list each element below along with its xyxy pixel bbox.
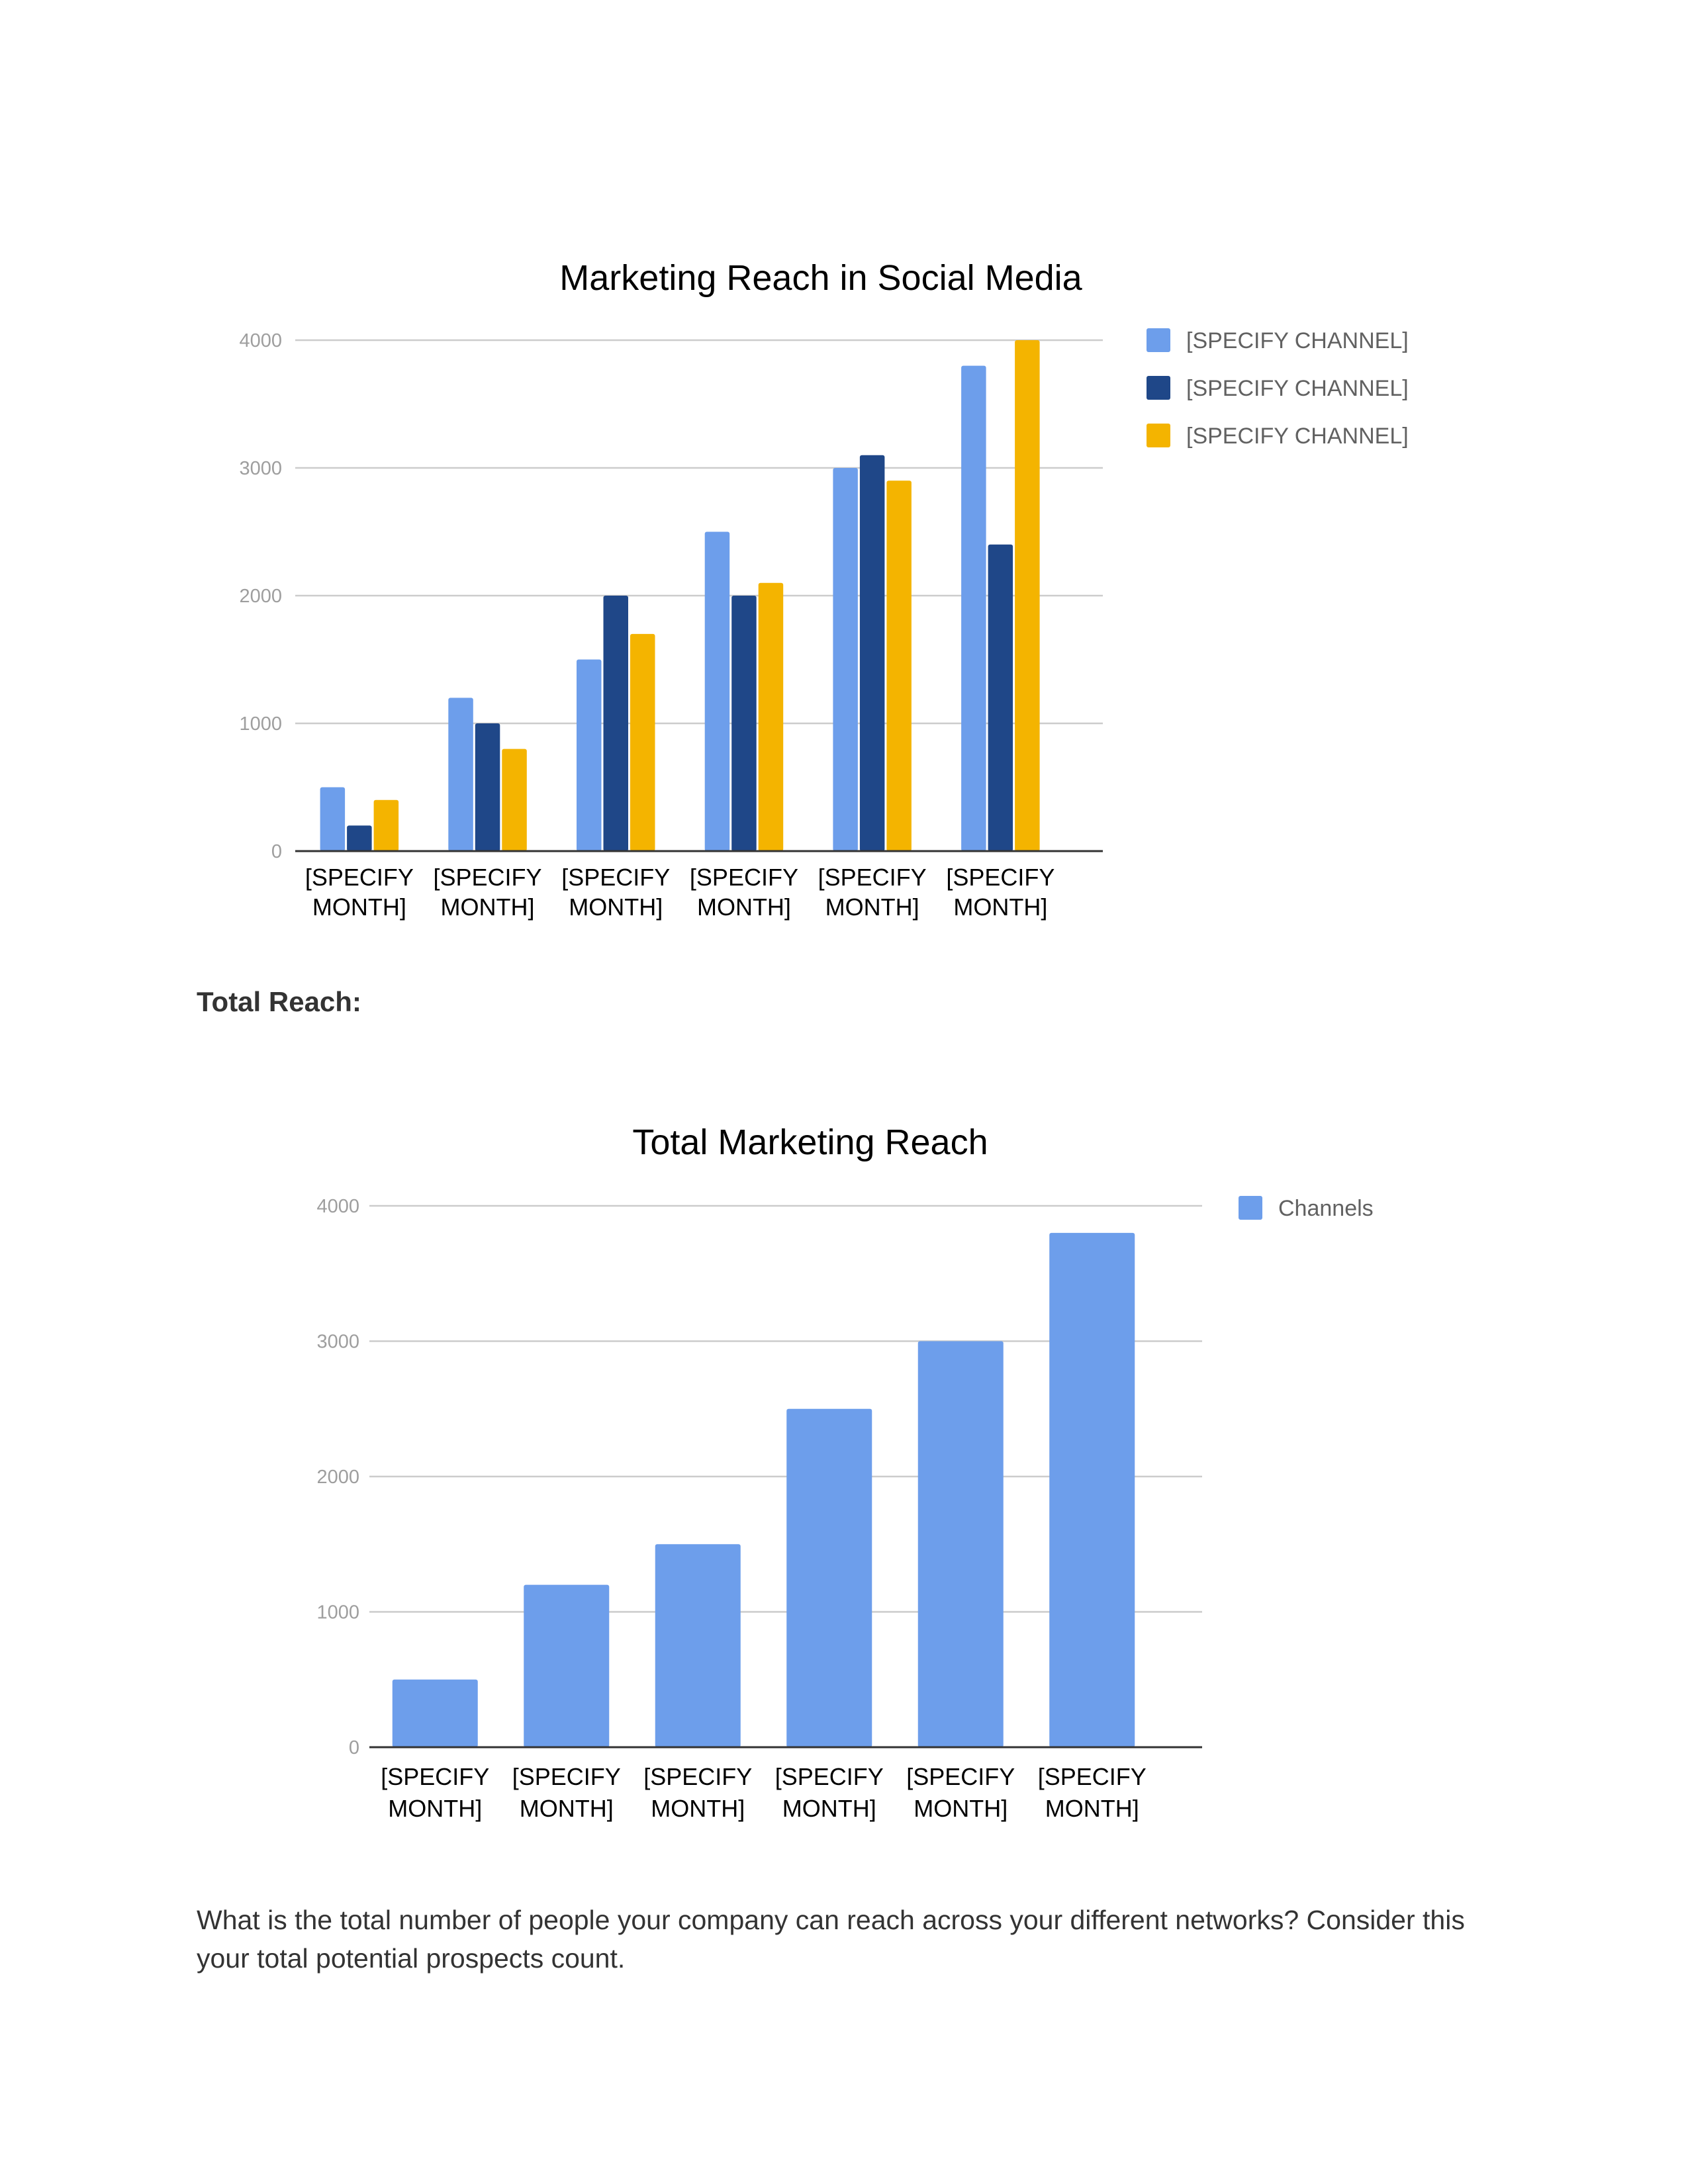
x-tick-label: MONTH]	[441, 893, 535, 921]
x-tick-label: MONTH]	[697, 893, 791, 921]
bar	[373, 799, 399, 851]
bar	[886, 480, 912, 851]
legend-label: Channels	[1278, 1196, 1374, 1221]
y-tick-label: 2000	[316, 1467, 359, 1488]
x-tick-label: MONTH]	[651, 1795, 745, 1822]
legend-swatch	[1147, 328, 1170, 352]
legend-label: [SPECIFY CHANNEL]	[1186, 328, 1409, 353]
bar	[577, 659, 602, 851]
x-tick-label: [SPECIFY	[906, 1763, 1015, 1790]
y-tick-label: 2000	[239, 586, 282, 607]
y-tick-label: 0	[349, 1737, 359, 1758]
chart-2: Total Marketing Reach 0 1000 2000 3000 4000 [S…	[316, 1122, 1373, 1822]
legend-swatch	[1147, 376, 1170, 400]
bar	[1049, 1232, 1135, 1747]
bar	[833, 468, 858, 851]
y-tick-label: 1000	[239, 713, 282, 735]
x-tick-label: MONTH]	[782, 1795, 876, 1822]
x-tick-label: [SPECIFY	[512, 1763, 621, 1790]
chart-title: Total Marketing Reach	[632, 1122, 988, 1162]
x-tick-label: MONTH]	[520, 1795, 614, 1822]
bar	[448, 698, 473, 851]
bar	[988, 544, 1013, 851]
bar	[961, 365, 986, 851]
x-tick-label: [SPECIFY	[434, 864, 542, 891]
legend-swatch	[1239, 1196, 1262, 1220]
bar	[524, 1584, 610, 1747]
x-tick-label: MONTH]	[312, 893, 406, 921]
legend-label: [SPECIFY CHANNEL]	[1186, 376, 1409, 401]
x-tick-label: MONTH]	[825, 893, 919, 921]
bar	[731, 596, 757, 851]
bar	[655, 1544, 741, 1747]
x-tick-label: [SPECIFY	[818, 864, 927, 891]
x-tick-label: MONTH]	[1045, 1795, 1139, 1822]
bar	[786, 1408, 872, 1747]
x-tick-label: [SPECIFY	[1038, 1763, 1147, 1790]
bar	[758, 582, 784, 851]
x-tick-label: [SPECIFY	[561, 864, 670, 891]
chart-1: Marketing Reach in Social Media 0 1000 2000…	[239, 258, 1408, 921]
bar	[630, 633, 655, 851]
y-tick-label: 4000	[239, 330, 282, 351]
x-tick-label: [SPECIFY	[305, 864, 414, 891]
y-tick-label: 1000	[316, 1602, 359, 1623]
x-tick-label: MONTH]	[388, 1795, 482, 1822]
x-tick-label: [SPECIFY	[690, 864, 798, 891]
bar	[917, 1341, 1004, 1747]
bar	[704, 531, 730, 851]
x-tick-label: [SPECIFY	[381, 1763, 489, 1790]
bar	[392, 1679, 478, 1747]
chart-title: Marketing Reach in Social Media	[559, 258, 1082, 298]
y-tick-label: 0	[271, 841, 282, 862]
y-tick-label: 3000	[239, 458, 282, 479]
x-tick-label: MONTH]	[569, 893, 663, 921]
bar	[1015, 340, 1040, 851]
y-tick-label: 3000	[316, 1332, 359, 1353]
bar	[603, 596, 628, 851]
bar	[859, 455, 885, 851]
x-tick-label: MONTH]	[914, 1795, 1008, 1822]
bar	[502, 749, 527, 851]
bar	[347, 825, 372, 851]
body-paragraph: What is the total number of people your …	[197, 1905, 1465, 1974]
legend-swatch	[1147, 424, 1170, 447]
total-reach-heading: Total Reach:	[197, 986, 361, 1017]
y-tick-label: 4000	[316, 1196, 359, 1217]
x-tick-label: [SPECIFY	[946, 864, 1055, 891]
x-tick-label: [SPECIFY	[643, 1763, 752, 1790]
x-tick-label: [SPECIFY	[775, 1763, 884, 1790]
bar	[320, 787, 346, 851]
legend-label: [SPECIFY CHANNEL]	[1186, 424, 1409, 449]
x-tick-label: MONTH]	[953, 893, 1047, 921]
bar	[475, 723, 500, 851]
